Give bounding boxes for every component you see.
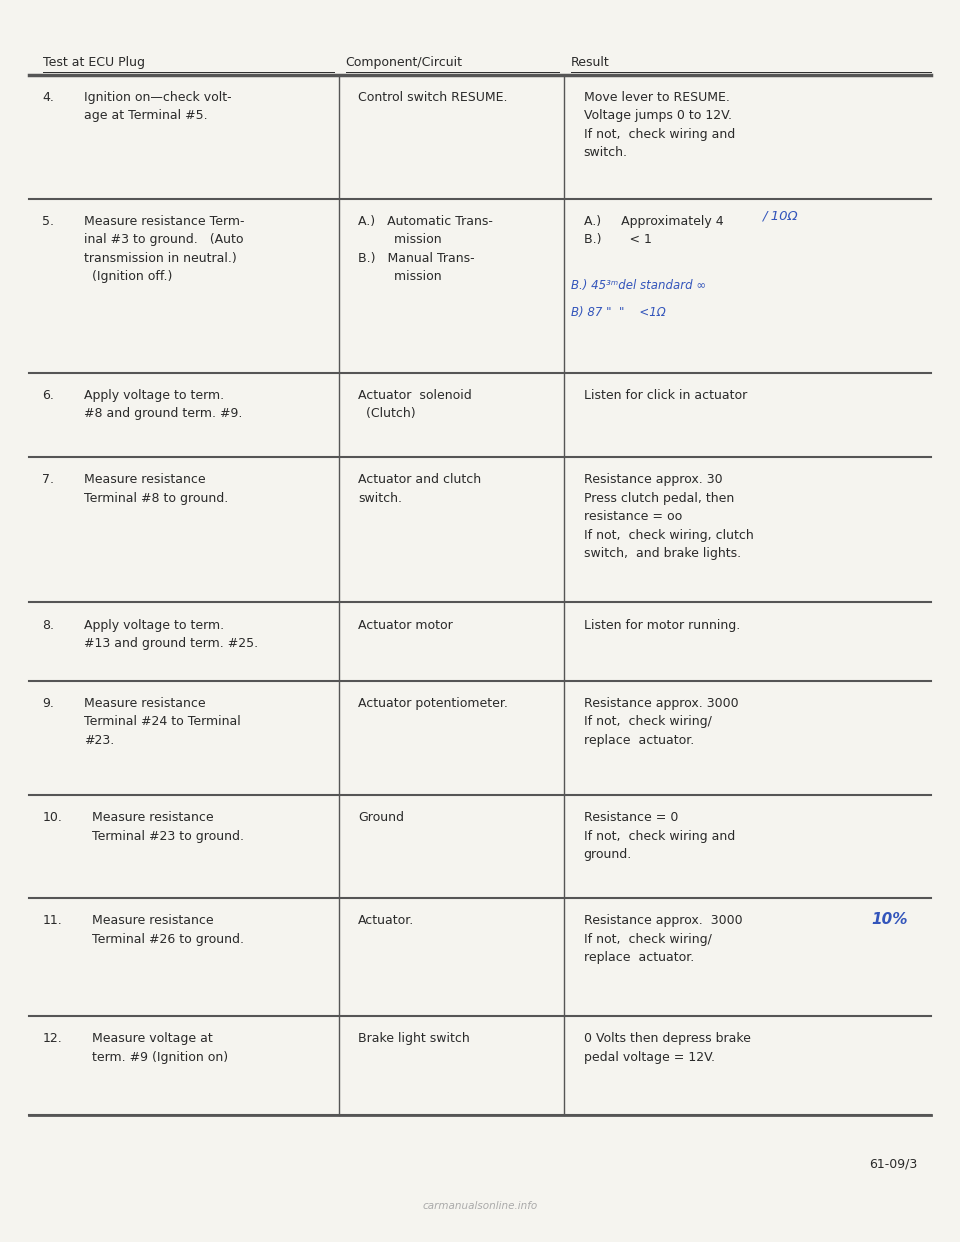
Text: 6.: 6. xyxy=(42,389,54,401)
Text: Component/Circuit: Component/Circuit xyxy=(346,56,463,68)
Text: Actuator and clutch
switch.: Actuator and clutch switch. xyxy=(358,473,481,504)
Text: Actuator potentiometer.: Actuator potentiometer. xyxy=(358,697,508,709)
Text: Resistance approx. 3000
If not,  check wiring/
replace  actuator.: Resistance approx. 3000 If not, check wi… xyxy=(584,697,738,746)
Text: Measure resistance Term-
inal #3 to ground.   (Auto
transmission in neutral.)
  : Measure resistance Term- inal #3 to grou… xyxy=(84,215,245,283)
Text: Move lever to RESUME.
Voltage jumps 0 to 12V.
If not,  check wiring and
switch.: Move lever to RESUME. Voltage jumps 0 to… xyxy=(584,91,735,159)
Text: Apply voltage to term.
#8 and ground term. #9.: Apply voltage to term. #8 and ground ter… xyxy=(84,389,243,420)
Text: carmanualsonline.info: carmanualsonline.info xyxy=(422,1201,538,1211)
Text: Result: Result xyxy=(571,56,610,68)
Text: Actuator  solenoid
  (Clutch): Actuator solenoid (Clutch) xyxy=(358,389,471,420)
Text: 8.: 8. xyxy=(42,619,54,631)
Text: Ground: Ground xyxy=(358,811,404,823)
Text: Apply voltage to term.
#13 and ground term. #25.: Apply voltage to term. #13 and ground te… xyxy=(84,619,258,650)
Text: 7.: 7. xyxy=(42,473,54,486)
Text: 5.: 5. xyxy=(42,215,54,227)
Text: 10%: 10% xyxy=(872,912,908,927)
Text: Resistance approx.  3000
If not,  check wiring/
replace  actuator.: Resistance approx. 3000 If not, check wi… xyxy=(584,914,742,964)
Text: Resistance approx. 30
Press clutch pedal, then
resistance = oo
If not,  check wi: Resistance approx. 30 Press clutch pedal… xyxy=(584,473,754,560)
Text: 9.: 9. xyxy=(42,697,54,709)
Text: B) 87 "  "    <1Ω: B) 87 " " <1Ω xyxy=(571,306,666,318)
Text: A.)   Automatic Trans-
         mission
B.)   Manual Trans-
         mission: A.) Automatic Trans- mission B.) Manual … xyxy=(358,215,492,283)
Text: Ignition on—check volt-
age at Terminal #5.: Ignition on—check volt- age at Terminal … xyxy=(84,91,232,122)
Text: Test at ECU Plug: Test at ECU Plug xyxy=(43,56,145,68)
Text: Measure resistance
Terminal #26 to ground.: Measure resistance Terminal #26 to groun… xyxy=(92,914,244,945)
Text: Actuator motor: Actuator motor xyxy=(358,619,453,631)
Text: 11.: 11. xyxy=(42,914,62,927)
Text: Control switch RESUME.: Control switch RESUME. xyxy=(358,91,508,103)
Text: 4.: 4. xyxy=(42,91,54,103)
Text: Measure resistance
Terminal #8 to ground.: Measure resistance Terminal #8 to ground… xyxy=(84,473,228,504)
Text: Measure resistance
Terminal #24 to Terminal
#23.: Measure resistance Terminal #24 to Termi… xyxy=(84,697,241,746)
Text: Resistance = 0
If not,  check wiring and
ground.: Resistance = 0 If not, check wiring and … xyxy=(584,811,735,861)
Text: Brake light switch: Brake light switch xyxy=(358,1032,469,1045)
Text: B.) 45³ᵐdel standard ∞: B.) 45³ᵐdel standard ∞ xyxy=(571,279,707,292)
Text: 61-09/3: 61-09/3 xyxy=(869,1158,917,1170)
Text: 0 Volts then depress brake
pedal voltage = 12V.: 0 Volts then depress brake pedal voltage… xyxy=(584,1032,751,1063)
Text: Listen for motor running.: Listen for motor running. xyxy=(584,619,740,631)
Text: / 10Ω: / 10Ω xyxy=(763,210,799,222)
Text: Measure voltage at
term. #9 (Ignition on): Measure voltage at term. #9 (Ignition on… xyxy=(92,1032,228,1063)
Text: Actuator.: Actuator. xyxy=(358,914,415,927)
Text: 10.: 10. xyxy=(42,811,62,823)
Text: 12.: 12. xyxy=(42,1032,62,1045)
Text: Measure resistance
Terminal #23 to ground.: Measure resistance Terminal #23 to groun… xyxy=(92,811,244,842)
Text: Listen for click in actuator: Listen for click in actuator xyxy=(584,389,747,401)
Text: A.)     Approximately 4
B.)       < 1: A.) Approximately 4 B.) < 1 xyxy=(584,215,723,246)
